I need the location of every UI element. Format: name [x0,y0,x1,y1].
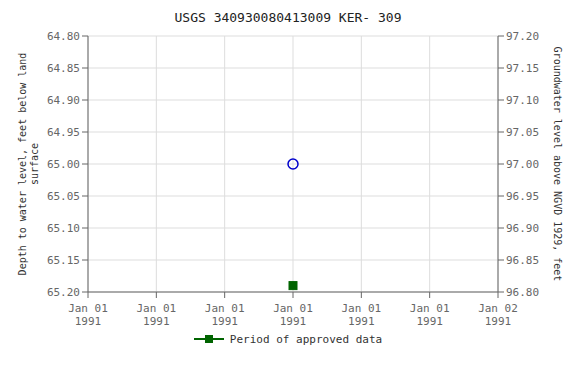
svg-text:65.10: 65.10 [47,222,80,235]
svg-text:Jan 021991: Jan 021991 [478,302,518,328]
svg-text:97.15: 97.15 [506,62,539,75]
svg-text:97.10: 97.10 [506,94,539,107]
svg-text:65.00: 65.00 [47,158,80,171]
html-text:USGS 340930080413009 KER- 309: USGS 340930080413009 KER- 309 [174,10,402,25]
svg-text:Jan 011991: Jan 011991 [205,302,245,328]
svg-text:97.00: 97.00 [506,158,539,171]
svg-text:96.95: 96.95 [506,190,539,203]
svg-text:Groundwater level above NGVD 1: Groundwater level above NGVD 1929, feet [552,47,563,282]
svg-text:65.15: 65.15 [47,254,80,267]
svg-text:96.80: 96.80 [506,286,539,299]
svg-text:65.20: 65.20 [47,286,80,299]
svg-text:Jan 011991: Jan 011991 [410,302,450,328]
svg-text:64.95: 64.95 [47,126,80,139]
html-text:Period of approved data: Period of approved data [229,332,383,346]
svg-text:64.85: 64.85 [47,62,80,75]
svg-text:64.90: 64.90 [47,94,80,107]
svg-text:Jan 011991: Jan 011991 [273,302,313,328]
svg-text:Jan 011991: Jan 011991 [136,302,176,328]
svg-text:97.05: 97.05 [506,126,539,139]
svg-text:Depth to water level, feet bel: Depth to water level, feet below landsur… [17,53,40,276]
svg-text:Jan 011991: Jan 011991 [68,302,108,328]
svg-text:Jan 011991: Jan 011991 [341,302,381,328]
svg-text:96.85: 96.85 [506,254,539,267]
svg-text:97.20: 97.20 [506,30,539,43]
svg-text:65.05: 65.05 [47,190,80,203]
svg-text:64.80: 64.80 [47,30,80,43]
svg-text:96.90: 96.90 [506,222,539,235]
